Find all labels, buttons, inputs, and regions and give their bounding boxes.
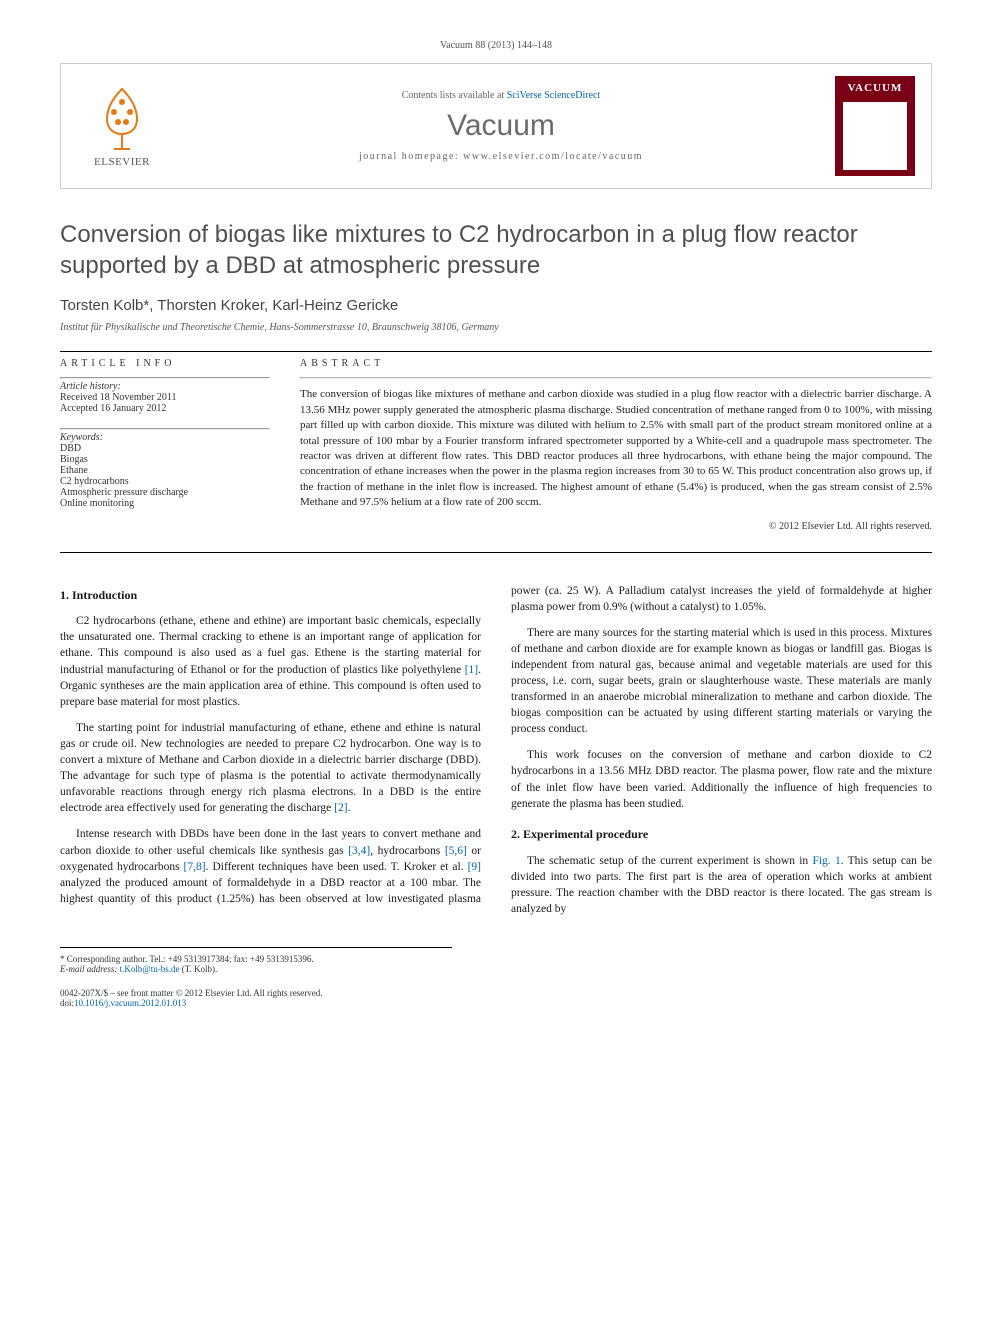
intro-paragraph: The starting point for industrial manufa…: [60, 720, 481, 817]
journal-banner: ELSEVIER Contents lists available at Sci…: [60, 63, 932, 189]
intro-heading: 1. Introduction: [60, 587, 481, 604]
experimental-heading: 2. Experimental procedure: [511, 826, 932, 843]
divider-thin: [60, 377, 270, 379]
body-two-column: 1. Introduction C2 hydrocarbons (ethane,…: [60, 583, 932, 917]
publisher-label: ELSEVIER: [94, 156, 150, 168]
abstract-copyright: © 2012 Elsevier Ltd. All rights reserved…: [300, 521, 932, 532]
banner-center: Contents lists available at SciVerse Sci…: [167, 90, 835, 162]
email-link[interactable]: t.Kolb@tu-bs.de: [120, 964, 180, 974]
keyword: Online monitoring: [60, 498, 270, 509]
abstract-text: The conversion of biogas like mixtures o…: [300, 387, 932, 510]
article-title: Conversion of biogas like mixtures to C2…: [60, 219, 932, 281]
ref-link[interactable]: [2]: [334, 802, 347, 814]
homepage-url: www.elsevier.com/locate/vacuum: [463, 151, 643, 162]
article-info-column: ARTICLE INFO Article history: Received 1…: [60, 358, 270, 531]
received-date: Received 18 November 2011: [60, 392, 270, 403]
ref-link[interactable]: [5,6]: [445, 845, 467, 857]
divider: [60, 552, 932, 553]
meta-abstract-row: ARTICLE INFO Article history: Received 1…: [60, 358, 932, 531]
journal-cover-thumb: VACUUM: [835, 76, 915, 176]
keywords-label: Keywords:: [60, 432, 270, 443]
contents-prefix: Contents lists available at: [402, 90, 507, 101]
accepted-date: Accepted 16 January 2012: [60, 403, 270, 414]
email-suffix: (T. Kolb).: [179, 964, 217, 974]
ref-link[interactable]: [3,4]: [348, 845, 370, 857]
abstract-column: ABSTRACT The conversion of biogas like m…: [300, 358, 932, 531]
keywords-block: Keywords: DBD Biogas Ethane C2 hydrocarb…: [60, 432, 270, 509]
elsevier-tree-icon: [92, 84, 152, 154]
email-line: E-mail address: t.Kolb@tu-bs.de (T. Kolb…: [60, 964, 452, 974]
bottom-meta: 0042-207X/$ – see front matter © 2012 El…: [60, 988, 932, 1008]
publisher-logo-block: ELSEVIER: [77, 84, 167, 168]
divider: [60, 351, 932, 352]
article-info-heading: ARTICLE INFO: [60, 358, 270, 369]
cover-title: VACUUM: [848, 82, 903, 94]
doi-line: doi:10.1016/j.vacuum.2012.01.013: [60, 998, 932, 1008]
ref-link[interactable]: [7,8]: [184, 861, 206, 873]
affiliation: Institut für Physikalische und Theoretis…: [60, 322, 932, 333]
homepage-line: journal homepage: www.elsevier.com/locat…: [167, 151, 835, 162]
intro-paragraph: C2 hydrocarbons (ethane, ethene and ethi…: [60, 613, 481, 710]
keyword: Ethane: [60, 465, 270, 476]
footnote-block: * Corresponding author. Tel.: +49 531391…: [60, 947, 452, 974]
issn-line: 0042-207X/$ – see front matter © 2012 El…: [60, 988, 932, 998]
doi-label: doi:: [60, 998, 74, 1008]
keyword: C2 hydrocarbons: [60, 476, 270, 487]
sciencedirect-link[interactable]: SciVerse ScienceDirect: [507, 90, 601, 101]
contents-list-line: Contents lists available at SciVerse Sci…: [167, 90, 835, 101]
header-citation: Vacuum 88 (2013) 144–148: [60, 40, 932, 51]
history-label: Article history:: [60, 381, 270, 392]
history-block: Article history: Received 18 November 20…: [60, 381, 270, 414]
keyword: DBD: [60, 443, 270, 454]
divider-thin: [300, 377, 932, 379]
divider-thin: [60, 428, 270, 430]
abstract-heading: ABSTRACT: [300, 358, 932, 369]
figure-link[interactable]: Fig. 1: [812, 855, 840, 867]
authors-line: Torsten Kolb*, Thorsten Kroker, Karl-Hei…: [60, 297, 932, 314]
intro-paragraph: There are many sources for the starting …: [511, 625, 932, 738]
corresponding-author: * Corresponding author. Tel.: +49 531391…: [60, 954, 452, 964]
intro-paragraph: This work focuses on the conversion of m…: [511, 747, 932, 811]
keyword: Biogas: [60, 454, 270, 465]
keyword: Atmospheric pressure discharge: [60, 487, 270, 498]
homepage-prefix: journal homepage:: [359, 151, 463, 162]
doi-link[interactable]: 10.1016/j.vacuum.2012.01.013: [74, 998, 186, 1008]
email-label: E-mail address:: [60, 964, 120, 974]
ref-link[interactable]: [1]: [465, 664, 478, 676]
cover-image-placeholder: [843, 102, 908, 170]
experimental-paragraph: The schematic setup of the current exper…: [511, 853, 932, 917]
journal-name: Vacuum: [167, 109, 835, 143]
ref-link[interactable]: [9]: [468, 861, 481, 873]
